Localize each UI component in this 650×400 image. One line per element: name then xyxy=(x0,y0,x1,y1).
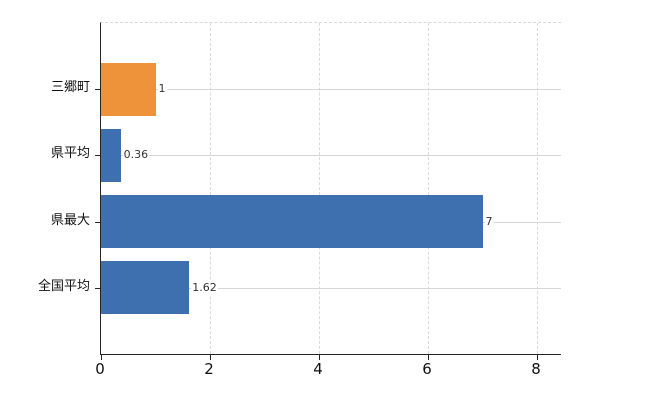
v-gridline xyxy=(210,23,211,354)
x-axis-label: 0 xyxy=(95,360,105,378)
y-axis-label: 県最大 xyxy=(50,212,90,228)
y-axis-tick xyxy=(95,155,101,157)
bar-value-label: 1 xyxy=(157,82,167,97)
x-axis-tick xyxy=(537,355,538,360)
y-axis-label: 三郷町 xyxy=(50,80,90,96)
plot-area: 1 0.36 7 1.62 xyxy=(95,22,561,360)
h-gridline xyxy=(101,155,561,157)
x-axis-label: 6 xyxy=(422,360,432,378)
y-axis-tick xyxy=(95,287,101,289)
v-gridline xyxy=(428,23,429,354)
bar xyxy=(101,128,121,182)
x-axis-tick xyxy=(210,355,211,360)
y-axis-tick xyxy=(95,89,101,91)
y-axis-label: 県平均 xyxy=(50,146,90,162)
bar-value-label: 1.62 xyxy=(191,280,218,295)
x-axis-tick xyxy=(319,355,320,360)
bar xyxy=(101,261,190,315)
y-axis-tick xyxy=(95,221,101,223)
v-gridline xyxy=(319,23,320,354)
bar-value-label: 7 xyxy=(484,214,494,229)
x-axis-label: 2 xyxy=(204,360,214,378)
bar xyxy=(101,195,483,249)
h-gridline xyxy=(101,287,561,289)
x-axis-tick xyxy=(101,355,102,360)
bar-value-label: 0.36 xyxy=(122,148,150,163)
bar xyxy=(101,62,156,116)
y-axis-label: 全国平均 xyxy=(37,278,90,294)
v-gridline xyxy=(537,23,538,354)
x-axis-tick xyxy=(428,355,429,360)
x-axis-label: 4 xyxy=(313,360,323,378)
h-gridline xyxy=(101,89,561,91)
x-axis-label: 8 xyxy=(531,360,541,378)
